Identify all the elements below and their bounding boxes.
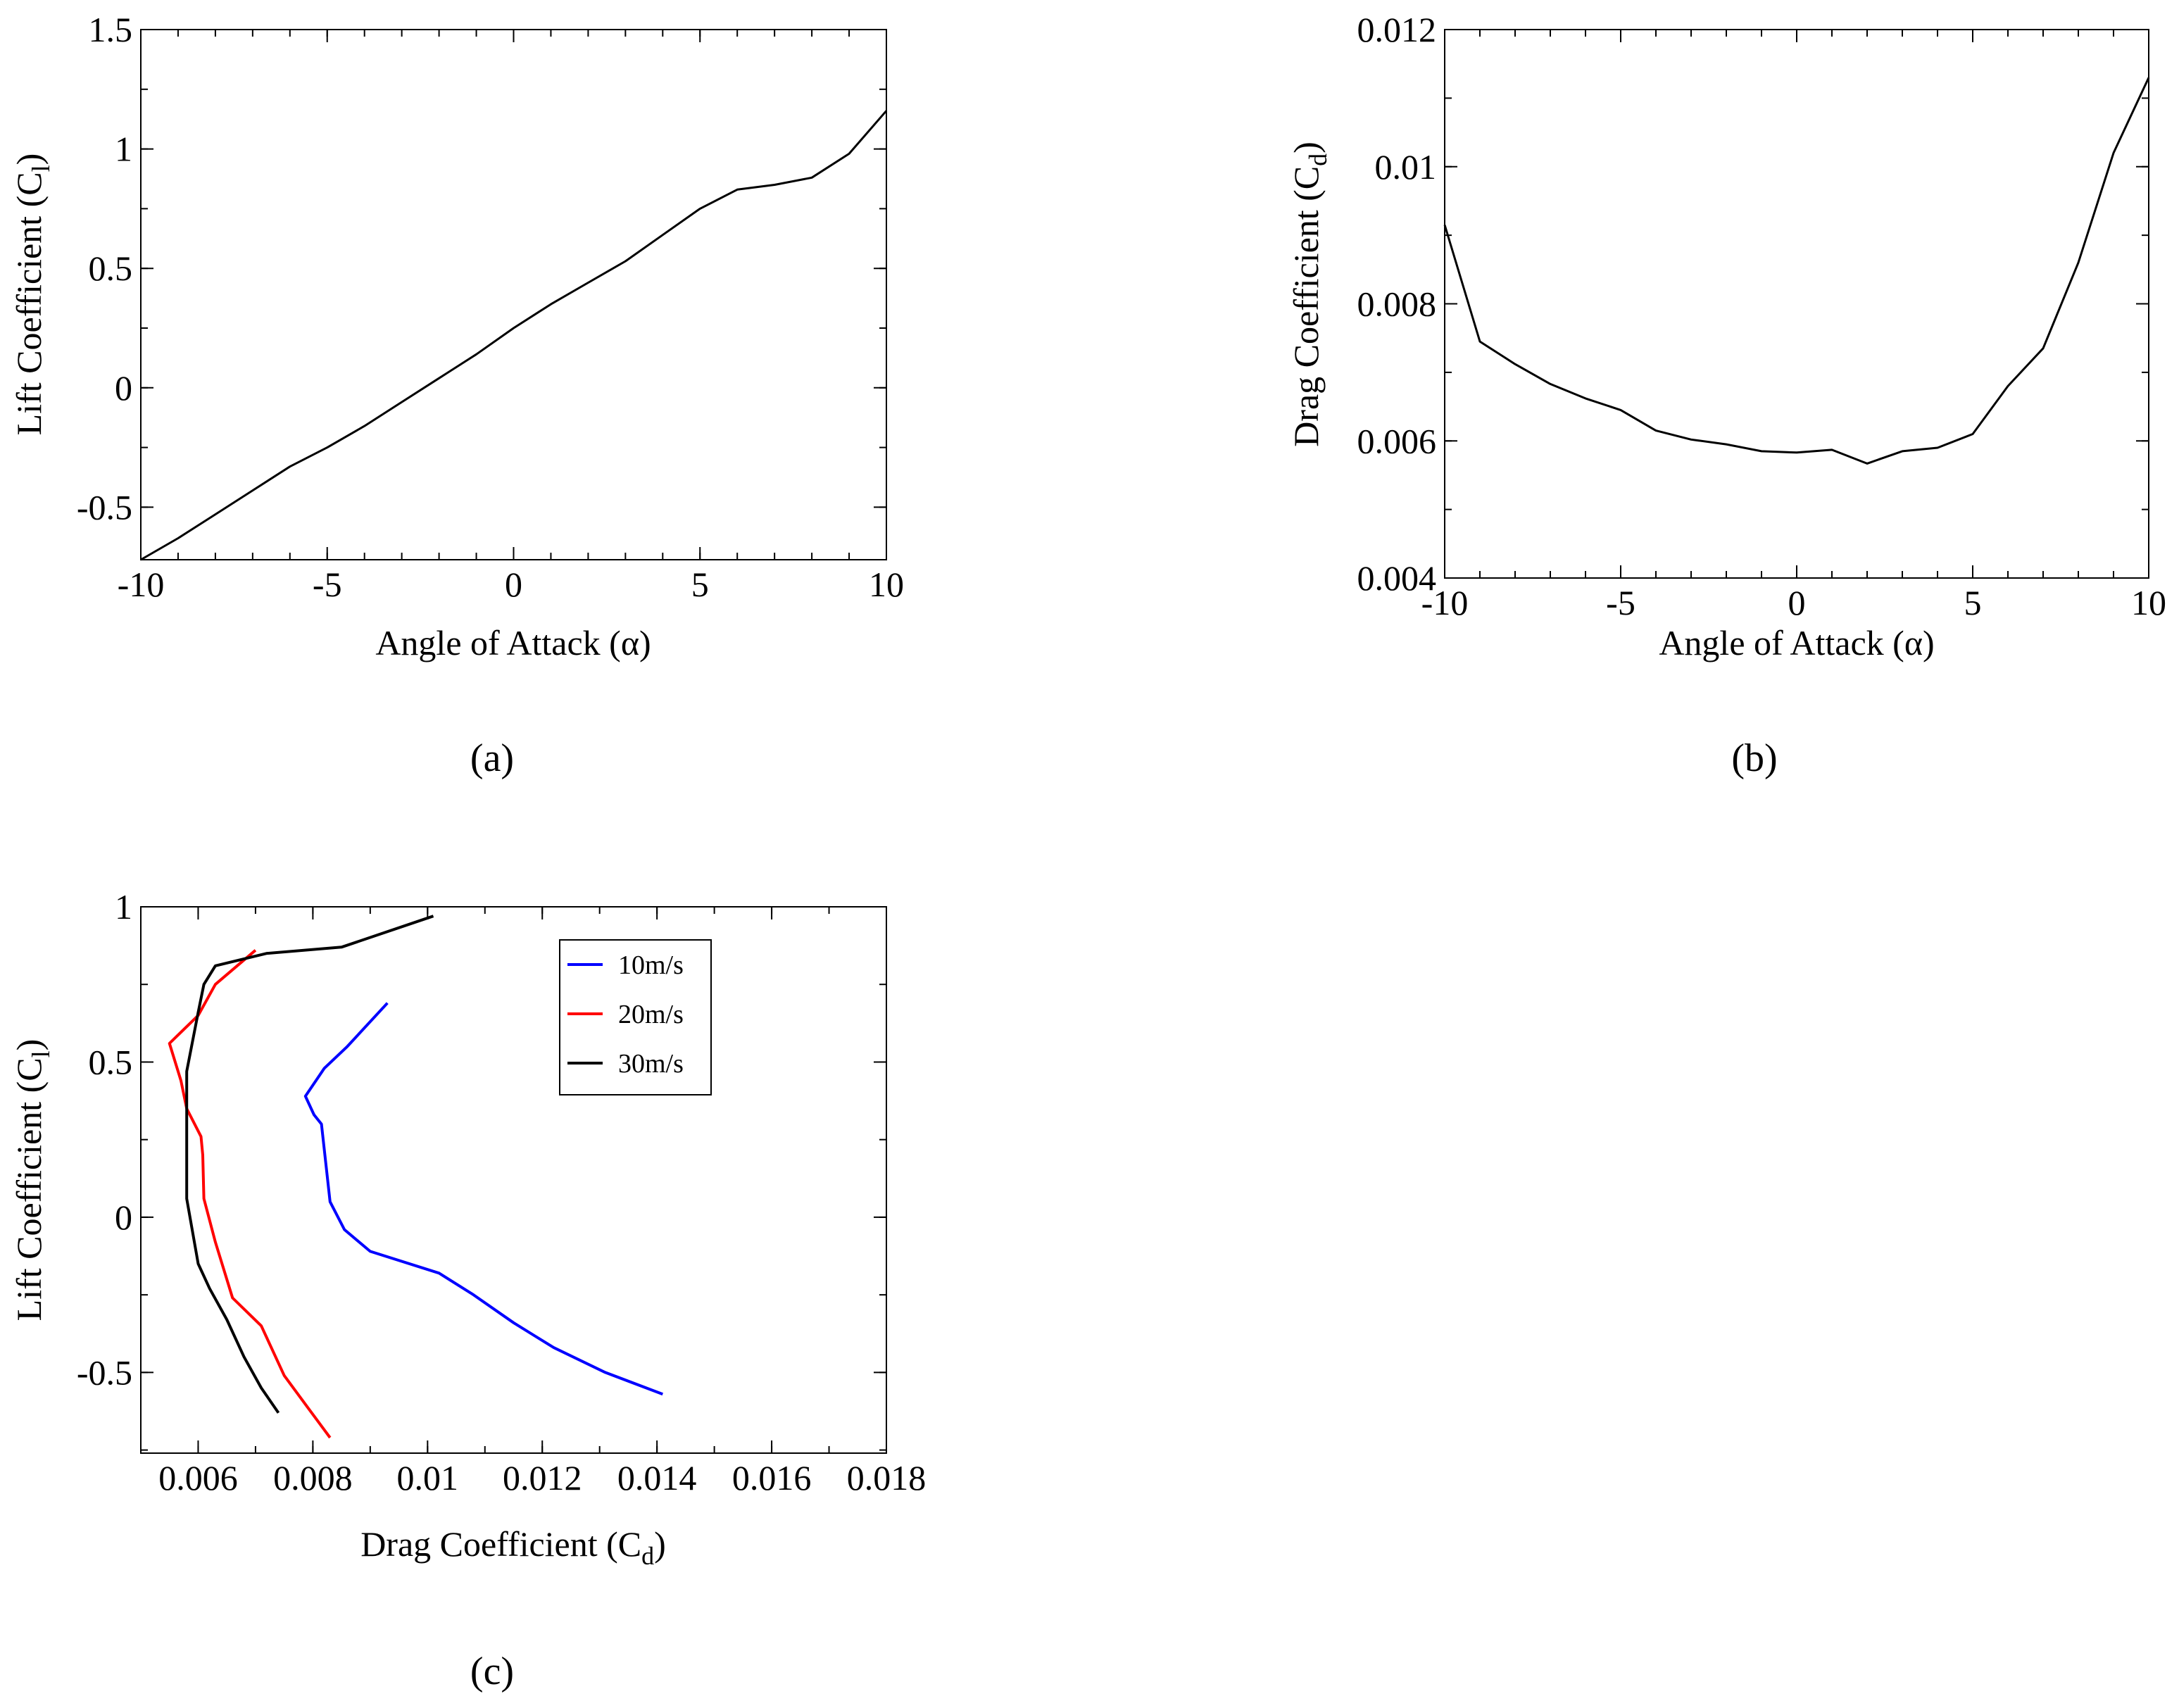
y-tick-label: 0.5 xyxy=(89,249,133,288)
chart-c-legend: 10m/s 20m/s 30m/s xyxy=(559,939,712,1095)
x-tick-label: 0 xyxy=(505,565,522,604)
x-tick-label: 0.008 xyxy=(273,1458,353,1497)
y-tick-label: 1.5 xyxy=(89,10,133,49)
chart-a-plot-frame xyxy=(140,29,887,560)
panel-label-b: (b) xyxy=(1731,736,1777,780)
x-tick-label: -10 xyxy=(1421,583,1469,622)
y-tick-label: 0 xyxy=(115,1198,132,1237)
y-tick-label: -0.5 xyxy=(77,487,132,527)
y-tick-label: 0.01 xyxy=(1375,147,1437,187)
y-tick-label: 1 xyxy=(115,887,132,927)
chart-c-y-axis-label: Lift Coefficient (Cl) xyxy=(9,1039,55,1321)
x-tick-label: 0.01 xyxy=(397,1458,459,1497)
chart-b-y-axis-label: Drag Coefficient (Cd) xyxy=(1286,142,1332,447)
panel-label-c: (c) xyxy=(470,1650,514,1693)
legend-label: 10m/s xyxy=(618,950,684,980)
series-line-10m-s xyxy=(303,1002,664,1396)
y-tick-label: 0.006 xyxy=(1357,421,1437,460)
chart-a-ticks: -10 -5 0 5 10 -0.5 0 0.5 1 1.5 xyxy=(77,10,904,604)
chart-a: -10 -5 0 5 10 -0.5 0 0.5 1 1.5 Angle of Attack (α… xyxy=(9,10,904,780)
x-tick-label: 5 xyxy=(1964,583,1982,622)
y-tick-label: 0.012 xyxy=(1357,10,1437,49)
y-tick-label: 1 xyxy=(115,130,132,169)
chart-a-y-axis-label: Lift Coefficient (Cl) xyxy=(9,153,55,436)
chart-c-ticks: 0.006 0.008 0.01 0.012 0.014 0.016 0.018 -0.5 0 0… xyxy=(77,887,926,1497)
x-tick-label: 10 xyxy=(2131,583,2166,622)
series-line-cl xyxy=(140,110,888,561)
x-tick-label: 0.014 xyxy=(617,1458,697,1497)
y-tick-label: 0.5 xyxy=(89,1042,133,1081)
chart-b: -10 -5 0 5 10 0.004 0.006 0.008 0.01 0.012 Angle … xyxy=(1286,10,2166,780)
chart-b-x-axis-label: Angle of Attack (α) xyxy=(1659,623,1934,663)
x-tick-label: 0.012 xyxy=(503,1458,582,1497)
series-line-30m-s xyxy=(185,915,434,1414)
chart-b-plot-frame xyxy=(1444,29,2149,579)
x-tick-label: 0.018 xyxy=(847,1458,927,1497)
chart-a-series xyxy=(140,110,888,561)
y-tick-label: -0.5 xyxy=(77,1352,132,1392)
x-tick-label: -5 xyxy=(1606,583,1635,622)
y-tick-label: 0.008 xyxy=(1357,284,1437,324)
x-tick-label: -10 xyxy=(118,565,165,604)
legend-label: 20m/s xyxy=(618,1000,684,1029)
chart-b-ticks: -10 -5 0 5 10 0.004 0.006 0.008 0.01 0.012 xyxy=(1357,10,2167,622)
panel-label-a: (a) xyxy=(470,736,514,780)
x-tick-label: 0.016 xyxy=(732,1458,812,1497)
x-tick-label: 0.006 xyxy=(158,1458,238,1497)
series-line-20m-s xyxy=(168,949,332,1439)
y-tick-label: 0 xyxy=(115,368,132,408)
chart-c-x-axis-label: Drag Coefficient (Cd) xyxy=(360,1524,666,1570)
chart-c-series xyxy=(168,915,664,1439)
x-tick-label: 5 xyxy=(691,565,709,604)
x-tick-label: 10 xyxy=(869,565,904,604)
series-line-cd xyxy=(1443,77,2150,465)
x-tick-label: 0 xyxy=(1788,583,1806,622)
chart-c: 0.006 0.008 0.01 0.012 0.014 0.016 0.018 -0.5 0 0… xyxy=(9,887,926,1693)
x-tick-label: -5 xyxy=(313,565,342,604)
chart-a-x-axis-label: Angle of Attack (α) xyxy=(375,623,651,663)
chart-b-series xyxy=(1443,77,2150,465)
chart-c-plot-frame xyxy=(140,906,887,1454)
y-tick-label: 0.004 xyxy=(1357,558,1437,598)
legend-label: 30m/s xyxy=(618,1049,684,1079)
